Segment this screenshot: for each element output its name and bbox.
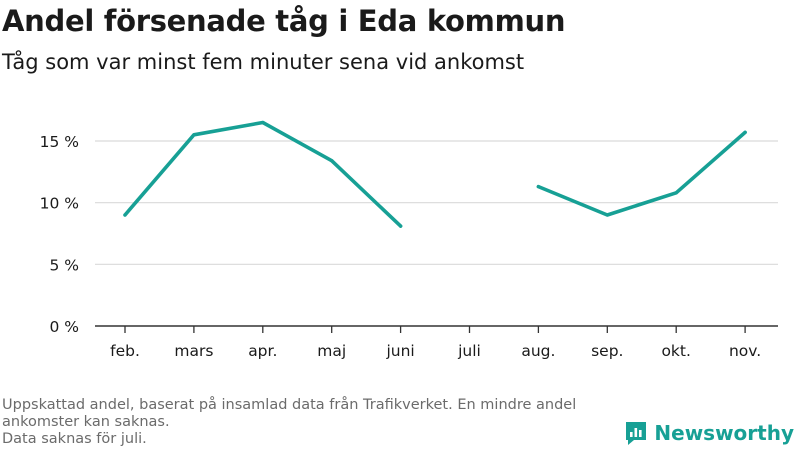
x-tick-label: apr. bbox=[248, 342, 277, 360]
newsworthy-logo-icon bbox=[626, 422, 647, 445]
chart-subtitle: Tåg som var minst fem minuter sena vid a… bbox=[2, 50, 525, 74]
series-line-segment bbox=[536, 130, 747, 217]
grid-layer bbox=[95, 140, 778, 265]
y-tick-label: 10 % bbox=[40, 195, 79, 213]
x-tick-label: juni bbox=[385, 342, 414, 360]
x-tick-label: juli bbox=[457, 342, 481, 360]
data-point bbox=[605, 213, 609, 217]
series-line-segment bbox=[123, 120, 403, 228]
data-point bbox=[536, 185, 541, 189]
brand-name: Newsworthy bbox=[654, 421, 794, 445]
data-point bbox=[399, 224, 403, 228]
x-tick-label: mars bbox=[174, 342, 213, 360]
x-tick-label: okt. bbox=[661, 342, 690, 360]
footnote: Uppskattad andel, baserat på insamlad da… bbox=[2, 397, 642, 448]
footnote-source: Uppskattad andel, baserat på insamlad da… bbox=[2, 397, 577, 430]
label-layer: 0 % 5 % 10 % 15 % feb. mars apr. maj juni juli aug… bbox=[40, 133, 762, 360]
brand: Newsworthy bbox=[624, 420, 794, 446]
series-layer bbox=[123, 120, 747, 228]
x-tick-label: aug. bbox=[521, 342, 555, 360]
x-tick-label: nov. bbox=[729, 342, 761, 360]
data-point bbox=[743, 130, 747, 134]
footnote-missing-data: Data saknas för juli. bbox=[2, 431, 147, 447]
y-tick-label: 5 % bbox=[49, 256, 79, 274]
x-tick-label: feb. bbox=[110, 342, 140, 360]
data-point bbox=[674, 191, 678, 195]
data-point bbox=[123, 213, 127, 217]
x-tick-label: sep. bbox=[591, 342, 623, 360]
data-point bbox=[192, 133, 196, 137]
axis-layer bbox=[95, 325, 778, 333]
y-tick-label: 15 % bbox=[40, 133, 79, 151]
y-tick-label: 0 % bbox=[49, 318, 79, 336]
x-tick-label: maj bbox=[317, 342, 346, 360]
data-point bbox=[330, 159, 334, 163]
chart-title: Andel försenade tåg i Eda kommun bbox=[2, 4, 566, 38]
data-point bbox=[261, 120, 265, 125]
